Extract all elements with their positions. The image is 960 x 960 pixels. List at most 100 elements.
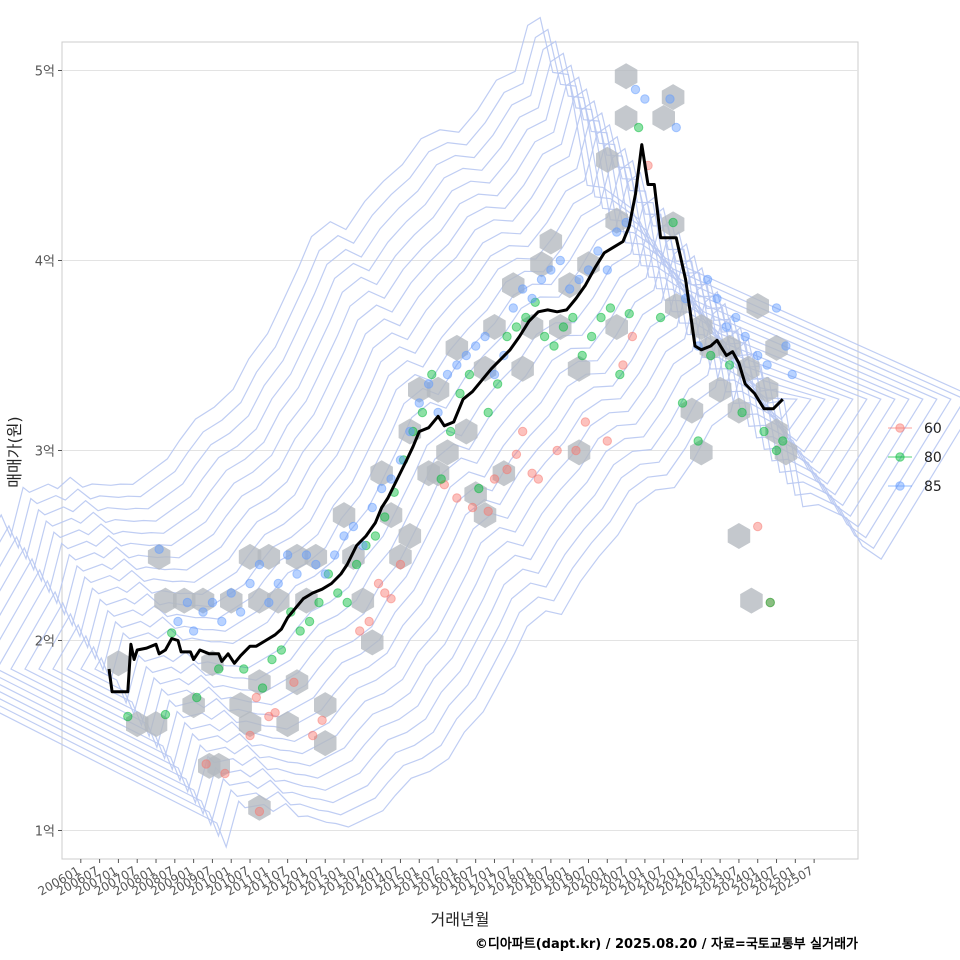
data-point-80 xyxy=(123,711,133,722)
data-point-85 xyxy=(423,379,434,389)
data-point-85 xyxy=(721,322,732,332)
trend-line-layer xyxy=(107,143,784,694)
hexbin-cell xyxy=(539,228,563,255)
hexbin-cell xyxy=(238,711,262,738)
density-contour xyxy=(0,76,910,794)
data-point-85 xyxy=(301,550,312,560)
hexbin-cell xyxy=(182,692,205,719)
data-point-85 xyxy=(712,293,722,304)
data-point-85 xyxy=(781,341,791,351)
hexbin-cell xyxy=(746,293,769,320)
data-point-60 xyxy=(580,417,591,427)
data-point-60 xyxy=(517,426,528,437)
data-point-80 xyxy=(765,597,775,608)
data-point-60 xyxy=(552,445,562,456)
y-tick-label: 2억 xyxy=(35,635,55,650)
y-tick-label: 5억 xyxy=(35,65,55,80)
data-point-60 xyxy=(395,559,406,570)
hexbin-cell xyxy=(426,460,450,487)
data-point-60 xyxy=(289,677,299,687)
data-point-85 xyxy=(671,122,681,133)
data-point-85 xyxy=(593,246,603,256)
data-point-85 xyxy=(536,274,547,285)
data-point-85 xyxy=(611,227,622,237)
data-point-85 xyxy=(188,626,199,636)
data-point-80 xyxy=(160,709,171,720)
data-point-85 xyxy=(452,360,462,370)
hexbin-cell xyxy=(652,105,675,131)
data-point-80 xyxy=(166,628,177,638)
data-point-80 xyxy=(693,436,703,446)
data-point-80 xyxy=(624,309,634,319)
y-tick-label: 4억 xyxy=(35,255,55,270)
data-point-85 xyxy=(348,521,359,532)
data-point-80 xyxy=(455,388,465,399)
data-point-85 xyxy=(574,274,584,285)
data-point-85 xyxy=(235,607,246,617)
data-point-60 xyxy=(317,715,327,725)
data-point-85 xyxy=(489,369,500,380)
data-point-80 xyxy=(257,683,268,693)
data-point-80 xyxy=(483,407,493,418)
data-point-85 xyxy=(414,398,424,408)
data-point-80 xyxy=(596,312,606,323)
data-point-80 xyxy=(737,407,747,418)
data-point-80 xyxy=(633,122,644,133)
data-point-60 xyxy=(452,493,462,503)
data-point-80 xyxy=(706,350,716,361)
caption: ©디아파트(dapt.kr) / 2025.08.20 / 자료=국토교통부 실… xyxy=(475,936,858,952)
data-point-60 xyxy=(602,436,612,446)
data-point-80 xyxy=(558,322,569,332)
data-point-80 xyxy=(342,597,352,608)
data-point-80 xyxy=(276,645,287,655)
data-point-80 xyxy=(464,369,475,380)
density-contour xyxy=(0,40,952,827)
gridlines xyxy=(62,70,858,831)
data-point-85 xyxy=(470,341,481,351)
data-point-85 xyxy=(395,455,406,465)
data-point-80 xyxy=(192,692,202,703)
data-point-60 xyxy=(439,480,450,490)
data-point-85 xyxy=(546,265,556,275)
density-contour xyxy=(0,52,938,816)
x-axis-ticks: 2006012006072007012007072008012008072009… xyxy=(36,859,816,899)
data-point-80 xyxy=(724,360,735,370)
density-contour xyxy=(10,100,882,772)
data-point-85 xyxy=(311,559,321,570)
data-point-80 xyxy=(239,664,249,674)
hexbin-cell xyxy=(511,355,534,382)
hexbin-cell xyxy=(464,481,487,508)
data-point-85 xyxy=(517,284,528,294)
data-point-85 xyxy=(630,84,641,95)
data-point-60 xyxy=(364,616,374,627)
hexbin-cell xyxy=(708,376,732,403)
hexbin-cell xyxy=(774,439,798,466)
density-contour xyxy=(52,135,840,739)
data-point-85 xyxy=(508,303,518,313)
hexbin-cell xyxy=(314,730,337,757)
density-contour xyxy=(0,16,960,849)
data-point-80 xyxy=(502,331,512,342)
data-point-85 xyxy=(207,597,218,608)
legend-label-85: 85 xyxy=(924,479,942,495)
data-point-80 xyxy=(314,597,324,608)
data-point-85 xyxy=(442,369,453,380)
hexbin-cell xyxy=(248,587,271,614)
density-contour xyxy=(66,147,826,727)
data-point-60 xyxy=(571,445,581,456)
y-axis-ticks: 1억 2억 3억 4억 5억 xyxy=(35,65,62,840)
data-point-85 xyxy=(753,350,763,361)
hexbin-cell xyxy=(755,376,779,403)
hexbin-cell xyxy=(398,523,422,549)
data-point-60 xyxy=(502,464,512,475)
hexbin-layer xyxy=(107,63,798,821)
data-point-80 xyxy=(605,303,616,313)
data-point-85 xyxy=(339,531,349,541)
data-point-85 xyxy=(376,483,387,494)
data-point-85 xyxy=(771,303,782,313)
data-point-85 xyxy=(154,544,164,554)
legend-key-point xyxy=(895,481,905,491)
data-point-80 xyxy=(474,483,484,494)
data-point-85 xyxy=(480,331,490,342)
